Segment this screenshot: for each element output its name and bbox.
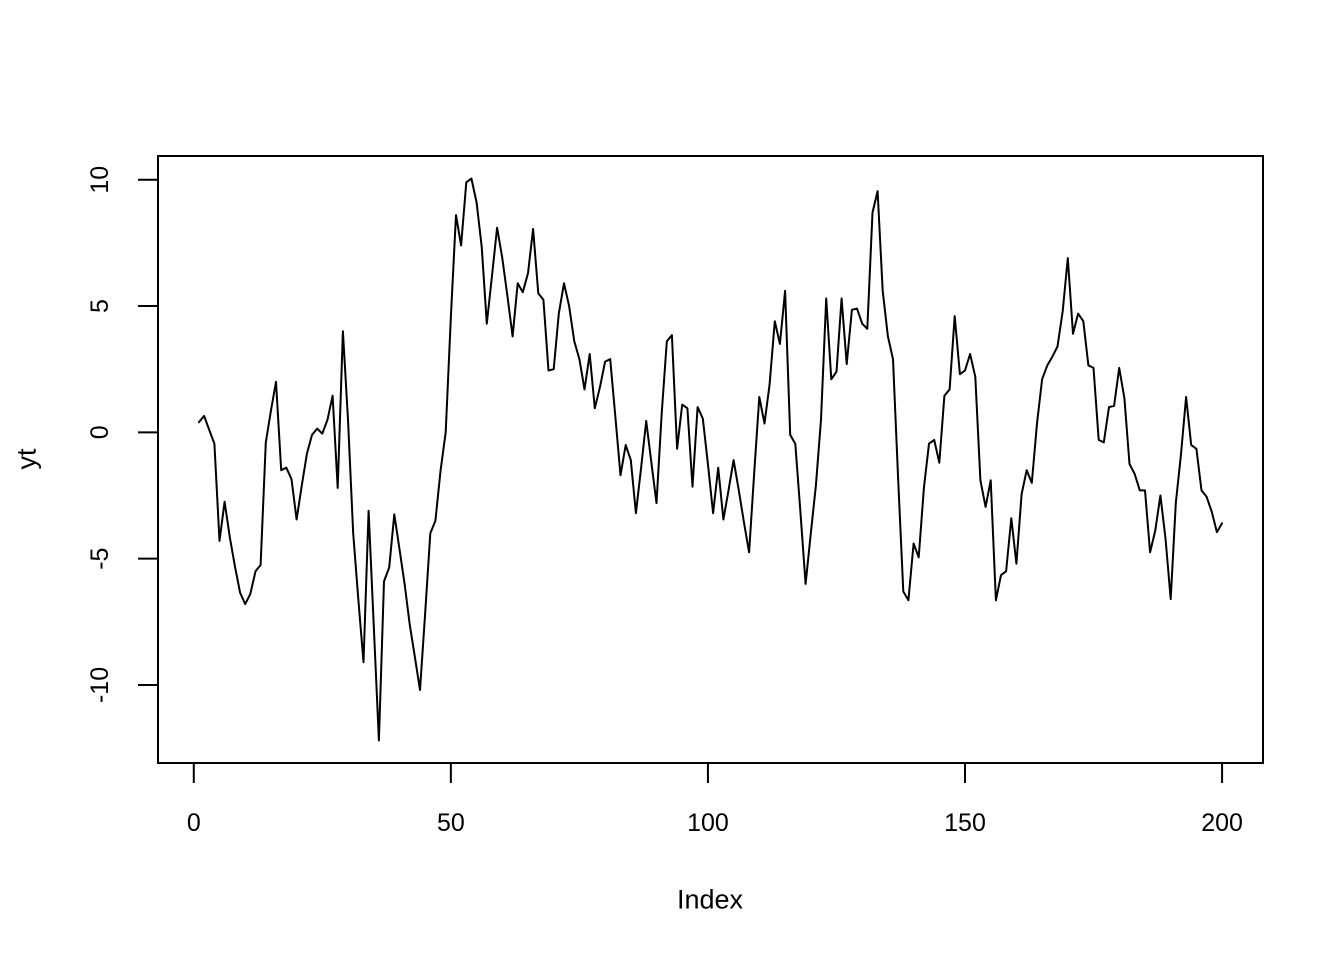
y-tick-label: -5: [86, 548, 114, 570]
x-axis-label: Index: [676, 884, 744, 915]
x-tick-label: 50: [437, 809, 465, 837]
x-tick-label: 100: [687, 809, 729, 837]
series-line: [197, 177, 1224, 742]
x-tick-label: 0: [187, 809, 201, 837]
y-axis-ticks: -10 -5 0 5 10: [86, 166, 158, 703]
y-tick-label: 0: [86, 425, 114, 439]
y-tick-label: 5: [86, 299, 114, 313]
x-tick-label: 150: [944, 809, 986, 837]
plot-border: [157, 155, 1264, 764]
y-tick-label: -10: [86, 667, 114, 703]
y-tick-label: 10: [86, 166, 114, 194]
x-tick-label: 200: [1201, 809, 1243, 837]
x-axis-ticks: 0 50 100 150 200: [187, 763, 1243, 837]
y-axis-label: yt: [11, 448, 42, 470]
